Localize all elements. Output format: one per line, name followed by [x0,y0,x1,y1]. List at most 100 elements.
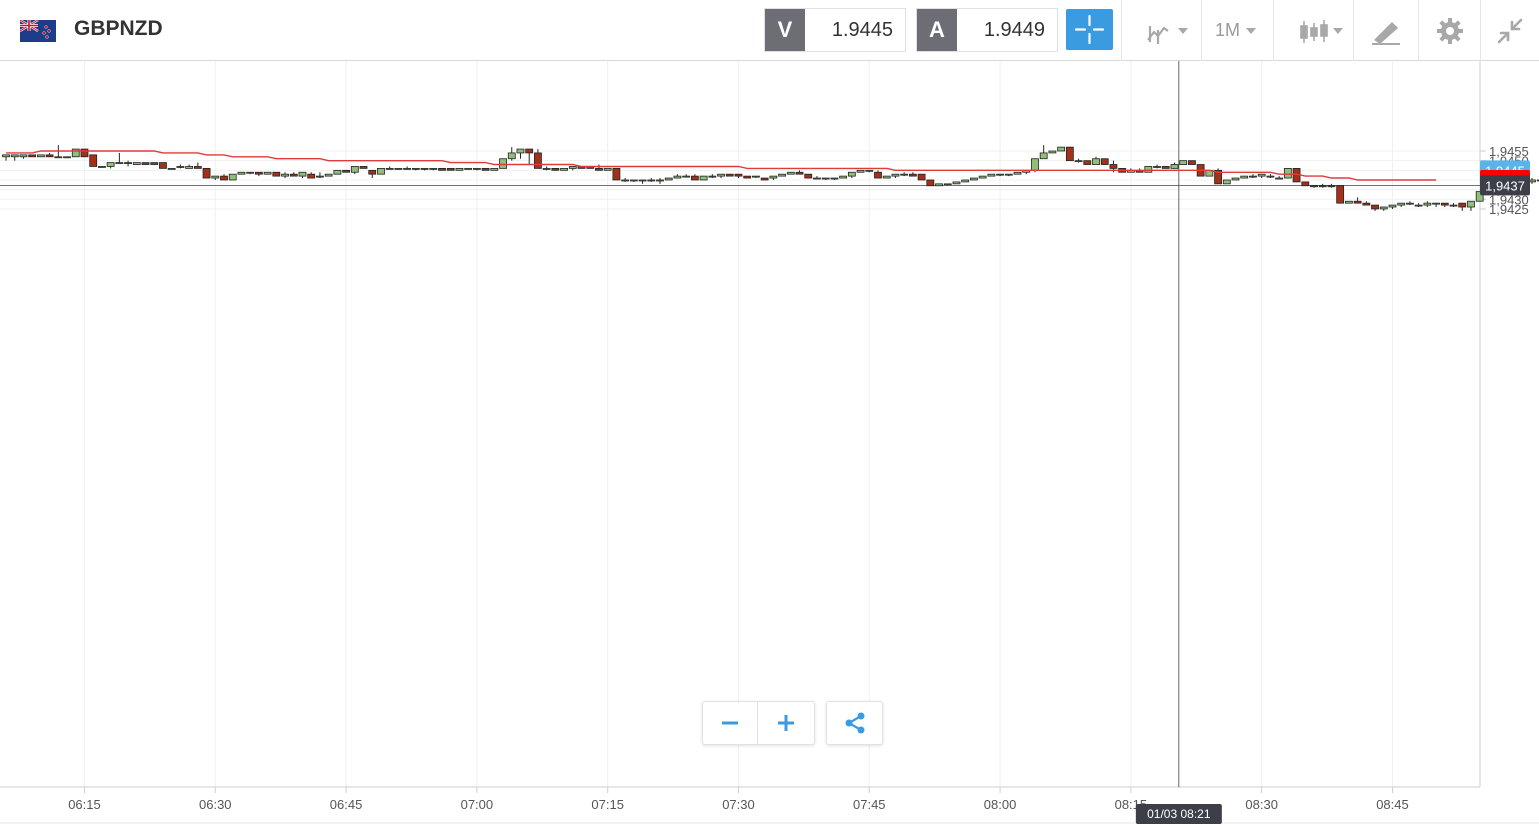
candle-down[interactable] [202,167,211,179]
candle-up[interactable] [1074,160,1083,163]
candle-up[interactable] [769,175,778,179]
candle-up[interactable] [1222,179,1231,185]
candle-up[interactable] [211,175,220,179]
candle-down[interactable] [438,167,446,171]
candle-up[interactable] [891,173,900,177]
candle-up[interactable] [1388,204,1397,208]
candle-up[interactable] [1170,164,1179,169]
candle-up[interactable] [324,173,333,177]
timeframe-button[interactable]: 1M [1201,0,1273,61]
candle-up[interactable] [115,162,124,164]
candle-up[interactable] [71,148,80,158]
candle-down[interactable] [289,173,298,177]
candle-up[interactable] [821,177,830,180]
candle-down[interactable] [525,148,534,154]
candle-down[interactable] [254,171,263,175]
candle-up[interactable] [865,169,874,172]
candle-up[interactable] [98,166,106,168]
candle-up[interactable] [1144,166,1153,173]
candle-down[interactable] [534,152,542,169]
candle-up[interactable] [1092,158,1100,165]
candle-up[interactable] [507,152,516,160]
candle-up[interactable] [298,171,307,177]
candle-down[interactable] [926,179,935,187]
candle-up[interactable] [1449,204,1458,207]
candle-up[interactable] [10,154,19,158]
candle-up[interactable] [560,167,568,171]
candle-up[interactable] [472,167,481,170]
candle-up[interactable] [1153,166,1161,168]
candle-down[interactable] [272,171,281,177]
candle-up[interactable] [813,177,821,180]
candle-up[interactable] [1249,175,1257,178]
candle-up[interactable] [403,167,412,170]
candle-up[interactable] [516,148,525,154]
candle-up[interactable] [36,154,45,158]
settings-button[interactable] [1418,0,1480,61]
candle-down[interactable] [1188,160,1196,165]
candle-up[interactable] [1275,177,1284,180]
candle-up[interactable] [316,175,324,178]
candle-down[interactable] [1336,185,1345,204]
candle-down[interactable] [1100,158,1109,165]
candle-down[interactable] [150,162,159,165]
candle-down[interactable] [1109,164,1118,169]
candle-down[interactable] [80,148,89,158]
candle-down[interactable] [734,173,743,177]
candle-down[interactable] [595,167,603,171]
candle-up[interactable] [664,177,673,181]
candle-up[interactable] [1057,146,1066,152]
candle-down[interactable] [45,154,54,158]
candle-up[interactable] [333,169,342,175]
candle-up[interactable] [490,167,499,171]
candle-up[interactable] [987,173,996,177]
candle-up[interactable] [246,171,255,174]
candle-up[interactable] [1283,167,1292,179]
candle-up[interactable] [900,173,909,176]
candle-up[interactable] [54,156,63,159]
candle-up[interactable] [455,167,464,171]
candle-up[interactable] [752,175,760,178]
candle-up[interactable] [1406,202,1414,205]
candle-down[interactable] [1065,146,1074,162]
candle-up[interactable] [830,177,839,180]
candle-up[interactable] [237,171,246,175]
candle-down[interactable] [1161,166,1170,169]
candle-up[interactable] [943,183,952,186]
buy-price-box[interactable]: A 1.9449 [916,8,1058,52]
candle-down[interactable] [1353,200,1362,204]
candle-up[interactable] [1231,177,1240,181]
zoom-out-button[interactable] [703,702,758,744]
candle-up[interactable] [185,166,194,169]
candle-up[interactable] [1004,173,1013,176]
candle-up[interactable] [350,166,359,173]
candle-up[interactable] [682,175,691,178]
candle-up[interactable] [281,173,289,177]
candle-down[interactable] [1301,181,1310,187]
candle-up[interactable] [839,175,848,179]
candle-up[interactable] [568,166,577,169]
candle-down[interactable] [141,162,150,165]
candle-up[interactable] [464,167,473,170]
candle-up[interactable] [1318,185,1327,188]
candle-down[interactable] [481,167,490,171]
candle-down[interactable] [908,173,917,177]
candle-down[interactable] [1362,202,1371,206]
candle-down[interactable] [1440,202,1449,206]
candle-down[interactable] [193,166,202,169]
candle-up[interactable] [1344,200,1353,204]
candle-down[interactable] [1371,204,1379,210]
candle-up[interactable] [385,167,394,170]
candle-down[interactable] [220,175,228,181]
candle-down[interactable] [1214,169,1222,185]
candle-up[interactable] [961,179,970,183]
candle-up[interactable] [1031,158,1039,171]
candle-up[interactable] [778,173,786,177]
candle-up[interactable] [394,167,403,170]
candle-up[interactable] [19,154,28,158]
candle-up[interactable] [629,179,638,182]
candle-up[interactable] [132,162,141,165]
candle-down[interactable] [159,162,167,169]
candle-up[interactable] [124,162,132,164]
candle-up[interactable] [263,171,272,175]
